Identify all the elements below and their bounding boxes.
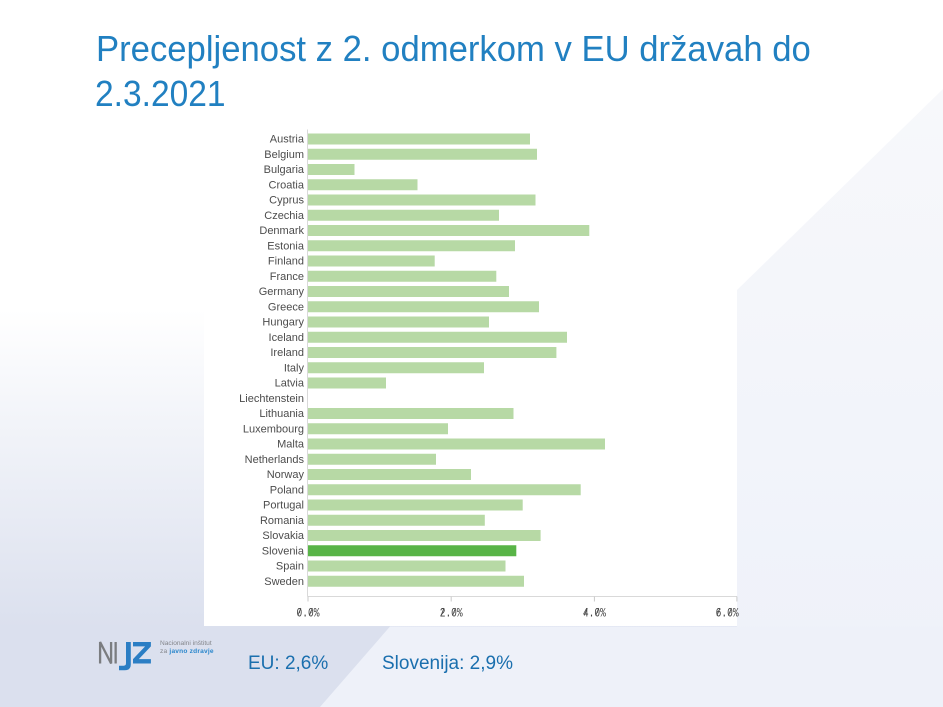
svg-text:Ireland: Ireland [270,347,304,359]
svg-text:Bulgaria: Bulgaria [264,164,305,176]
svg-text:Netherlands: Netherlands [245,454,305,466]
svg-text:Austria: Austria [270,134,305,146]
svg-text:Spain: Spain [276,561,304,573]
svg-text:Poland: Poland [270,484,304,496]
svg-text:Cyprus: Cyprus [269,195,304,207]
svg-text:Romania: Romania [260,515,305,527]
svg-text:Italy: Italy [284,362,305,374]
svg-text:Finland: Finland [268,256,304,268]
svg-text:Denmark: Denmark [259,225,304,237]
svg-text:Croatia: Croatia [269,179,305,191]
svg-text:Lithuania: Lithuania [259,408,305,420]
svg-text:Luxembourg: Luxembourg [243,423,304,435]
svg-text:Hungary: Hungary [262,317,304,329]
svg-text:Iceland: Iceland [269,332,304,344]
svg-text:Liechtenstein: Liechtenstein [239,393,304,405]
svg-text:2.0%: 2.0% [440,606,463,621]
svg-text:Portugal: Portugal [263,500,304,512]
svg-text:France: France [270,271,304,283]
svg-text:Norway: Norway [267,469,305,481]
svg-text:Belgium: Belgium [264,149,304,161]
svg-text:Czechia: Czechia [264,210,305,222]
svg-text:Estonia: Estonia [267,240,305,252]
svg-text:Greece: Greece [268,301,304,313]
svg-text:Germany: Germany [259,286,305,298]
svg-text:Sweden: Sweden [264,576,304,588]
svg-text:Slovenia: Slovenia [262,545,305,557]
svg-text:Malta: Malta [277,439,305,451]
svg-text:Slovakia: Slovakia [262,530,304,542]
svg-text:4.0%: 4.0% [583,606,606,621]
svg-text:6.0%: 6.0% [716,606,739,621]
svg-text:0.0%: 0.0% [297,606,320,621]
svg-text:Latvia: Latvia [275,378,305,390]
